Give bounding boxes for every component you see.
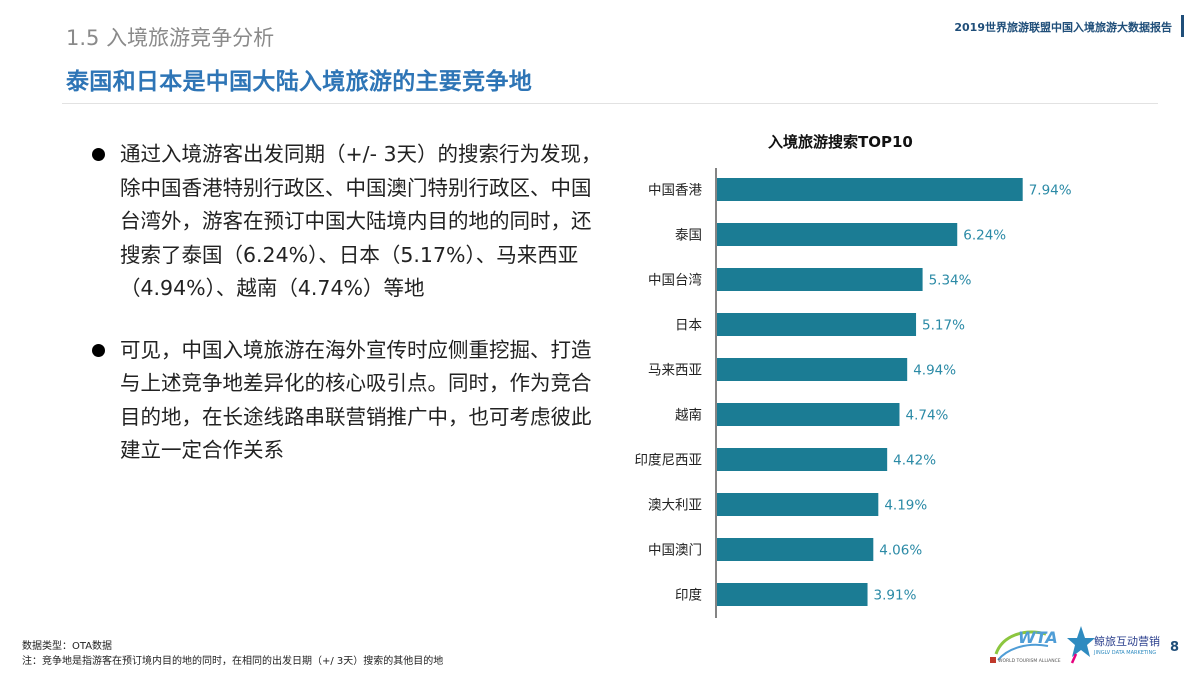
bar bbox=[717, 358, 908, 381]
category-label: 澳大利亚 bbox=[648, 498, 702, 514]
bullet-item: 通过入境游客出发同期（+/- 3天）的搜索行为发现，除中国香港特别行政区、中国澳… bbox=[92, 138, 602, 306]
bar bbox=[717, 538, 874, 561]
report-name: 2019世界旅游联盟中国入境旅游大数据报告 bbox=[954, 21, 1172, 34]
section-title: 1.5 入境旅游竞争分析 bbox=[66, 26, 275, 50]
data-label: 4.94% bbox=[913, 363, 956, 379]
wta-logo-icon bbox=[994, 630, 1049, 661]
bar bbox=[717, 583, 868, 606]
bullet-dot-icon bbox=[92, 343, 105, 357]
jinglv-logo-subtitle: JINGLV DATA MARKETING bbox=[1094, 650, 1157, 656]
data-label: 3.91% bbox=[874, 588, 917, 604]
header-divider bbox=[62, 103, 1158, 104]
footnote: 注：竞争地是指游客在预订境内目的地的同时，在相同的出发日期（+/ 3天）搜索的其… bbox=[22, 656, 444, 667]
wta-logo-mark bbox=[990, 657, 996, 663]
data-label: 6.24% bbox=[963, 228, 1006, 244]
bar bbox=[717, 223, 958, 246]
data-label: 5.34% bbox=[929, 273, 972, 289]
bar bbox=[717, 448, 888, 471]
category-label: 中国香港 bbox=[648, 183, 702, 199]
data-label: 4.19% bbox=[884, 498, 927, 514]
data-label: 4.06% bbox=[879, 543, 922, 559]
bar bbox=[717, 268, 923, 291]
jinglv-logo-icon bbox=[1067, 626, 1095, 664]
bullet-text: 可见，中国入境旅游在海外宣传时应侧重挖掘、打造与上述竞争地差异化的核心吸引点。同… bbox=[120, 337, 592, 463]
bullet-item: 可见，中国入境旅游在海外宣传时应侧重挖掘、打造与上述竞争地差异化的核心吸引点。同… bbox=[92, 334, 602, 468]
bullet-text: 通过入境游客出发同期（+/- 3天）的搜索行为发现，除中国香港特别行政区、中国澳… bbox=[120, 142, 602, 300]
category-label: 印度尼西亚 bbox=[635, 453, 703, 469]
data-label: 4.74% bbox=[905, 408, 948, 424]
category-label: 越南 bbox=[675, 408, 702, 424]
data-type-note: 数据类型：OTA数据 bbox=[22, 641, 113, 652]
wta-logo-text: WTA bbox=[1018, 628, 1058, 647]
jinglv-logo-text: 鲸旅互动营销 bbox=[1094, 635, 1160, 648]
bar bbox=[717, 493, 879, 516]
page-number: 8 bbox=[1170, 640, 1180, 655]
bar bbox=[717, 403, 900, 426]
data-label: 7.94% bbox=[1029, 183, 1072, 199]
data-label: 4.42% bbox=[893, 453, 936, 469]
category-label: 泰国 bbox=[675, 228, 702, 244]
report-accent-bar bbox=[1181, 15, 1184, 37]
wta-logo-subtitle: WORLD TOURISM ALLIANCE bbox=[998, 659, 1061, 664]
page-headline: 泰国和日本是中国大陆入境旅游的主要竞争地 bbox=[66, 69, 532, 95]
bullet-list: 通过入境游客出发同期（+/- 3天）的搜索行为发现，除中国香港特别行政区、中国澳… bbox=[92, 138, 602, 496]
bar bbox=[717, 313, 917, 336]
bullet-dot-icon bbox=[92, 148, 105, 161]
data-label: 5.17% bbox=[922, 318, 965, 334]
category-label: 马来西亚 bbox=[648, 363, 702, 379]
category-label: 中国台湾 bbox=[648, 272, 702, 289]
bar-chart: 中国香港 7.94% 泰国 6.24% 中国台湾 5.34% 日本 5.17% 马来西亚 4.94… bbox=[635, 168, 1072, 618]
category-label: 日本 bbox=[675, 318, 703, 334]
bar bbox=[717, 178, 1023, 201]
category-label: 中国澳门 bbox=[648, 543, 702, 559]
category-label: 印度 bbox=[675, 588, 702, 604]
chart-title: 入境旅游搜索TOP10 bbox=[768, 133, 913, 151]
